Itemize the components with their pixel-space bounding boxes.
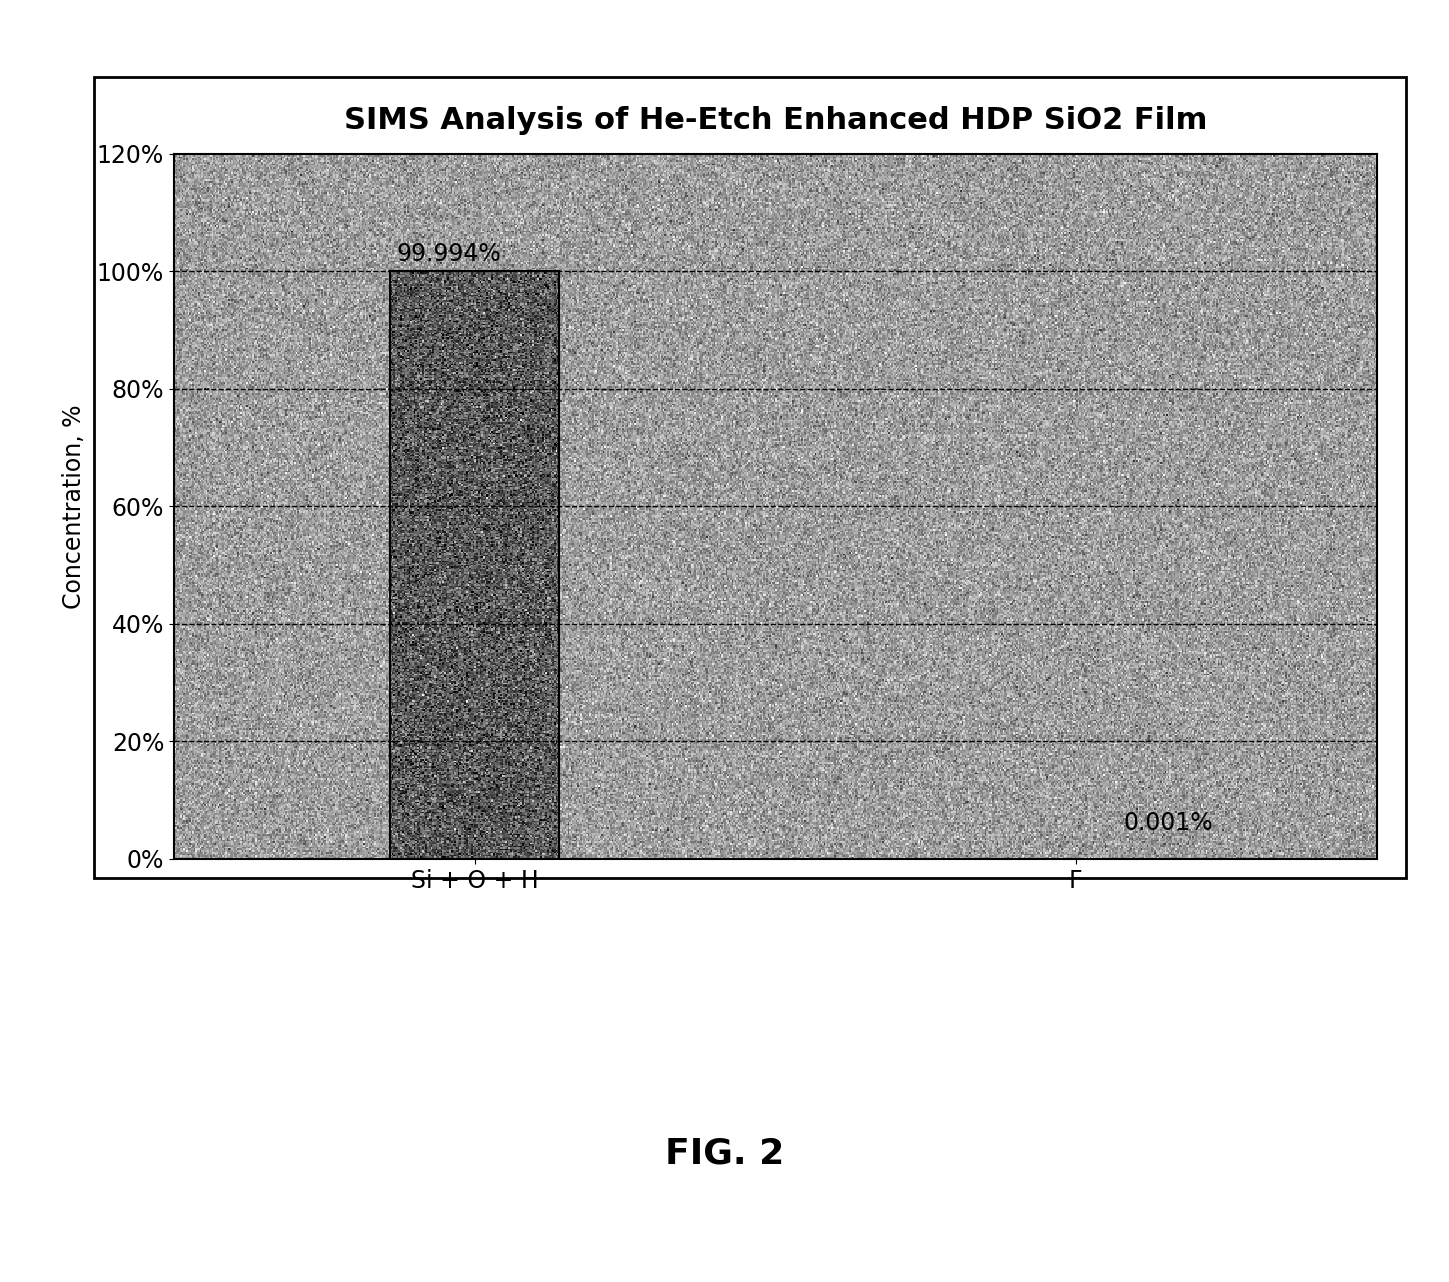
Y-axis label: Concentration, %: Concentration, % [62,404,85,609]
Text: 0.001%: 0.001% [1124,812,1214,836]
Text: 99.994%: 99.994% [397,241,501,265]
Title: SIMS Analysis of He-Etch Enhanced HDP SiO2 Film: SIMS Analysis of He-Etch Enhanced HDP Si… [343,106,1207,135]
Bar [390,272,559,859]
Text: FIG. 2: FIG. 2 [665,1137,784,1170]
